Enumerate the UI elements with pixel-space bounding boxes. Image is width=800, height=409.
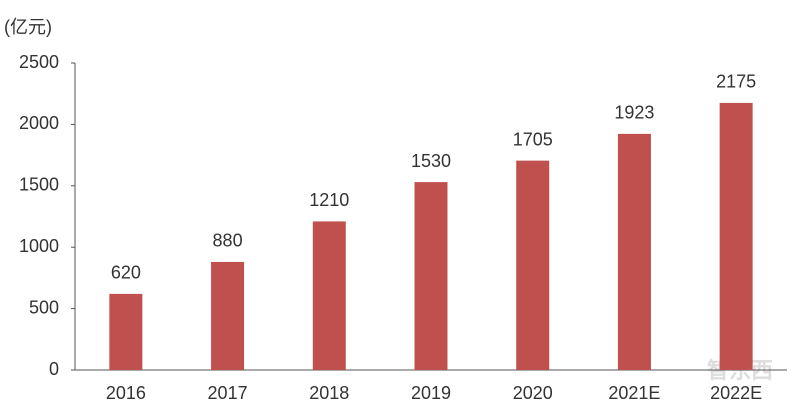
data-label: 2175: [716, 72, 756, 92]
y-tick-label: 1000: [19, 236, 59, 256]
x-tick-label: 2018: [309, 383, 349, 403]
x-tick-label: 2020: [513, 383, 553, 403]
bar: [617, 133, 651, 370]
y-unit-label: (亿元): [4, 17, 52, 37]
y-tick-label: 500: [29, 297, 59, 317]
bar: [109, 293, 143, 370]
data-label: 880: [213, 231, 243, 251]
y-tick-label: 2500: [19, 52, 59, 72]
x-tick-label: 2022E: [710, 383, 762, 403]
x-tick-label: 2021E: [608, 383, 660, 403]
y-tick-label: 0: [49, 359, 59, 379]
bar: [414, 182, 448, 370]
data-label: 1705: [513, 129, 553, 149]
bar: [719, 102, 753, 370]
bar: [516, 160, 550, 370]
data-label: 1530: [411, 151, 451, 171]
x-tick-label: 2017: [208, 383, 248, 403]
y-tick-label: 2000: [19, 113, 59, 133]
data-label: 1210: [309, 190, 349, 210]
y-tick-label: 1500: [19, 175, 59, 195]
bar: [211, 261, 245, 370]
x-tick-label: 2019: [411, 383, 451, 403]
data-label: 620: [111, 263, 141, 283]
x-tick-label: 2016: [106, 383, 146, 403]
data-label: 1923: [614, 103, 654, 123]
bar: [312, 221, 346, 370]
